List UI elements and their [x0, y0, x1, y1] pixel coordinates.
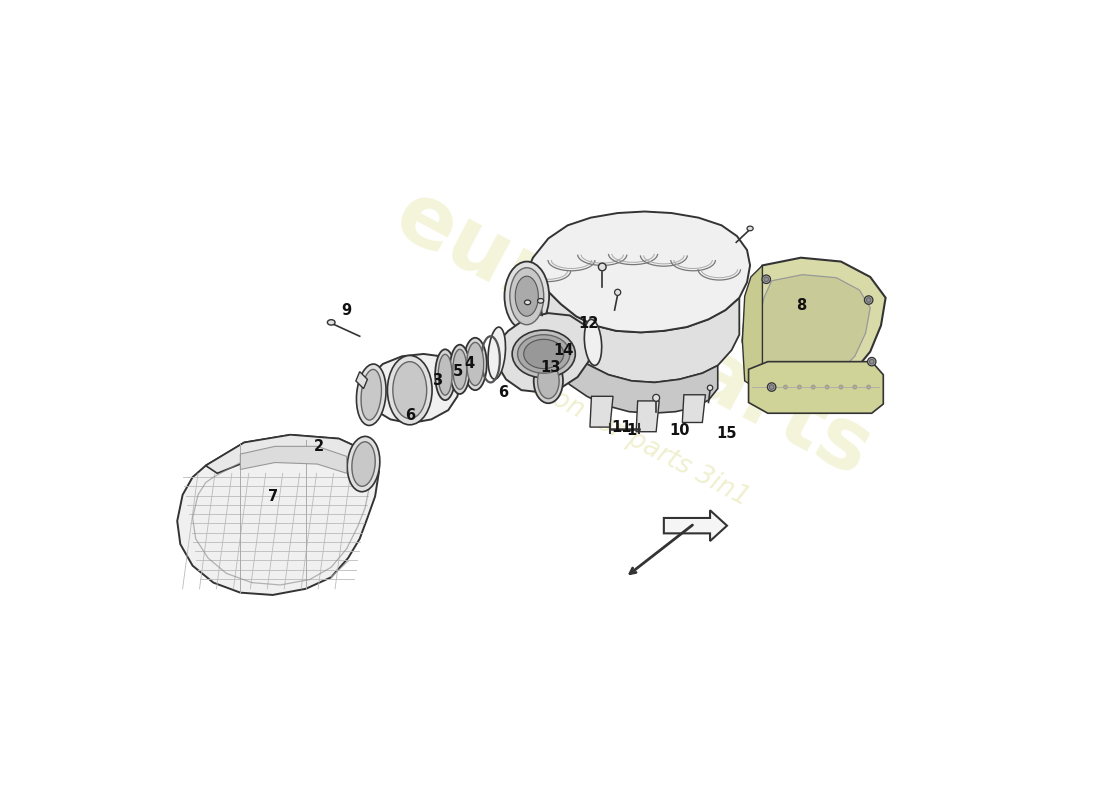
Ellipse shape — [615, 290, 620, 295]
Polygon shape — [636, 401, 659, 432]
Ellipse shape — [770, 385, 773, 389]
Ellipse shape — [438, 354, 452, 395]
Text: 5: 5 — [452, 364, 463, 379]
Polygon shape — [757, 274, 870, 387]
Ellipse shape — [538, 363, 559, 398]
Ellipse shape — [763, 277, 769, 282]
Text: 6: 6 — [498, 385, 508, 400]
Polygon shape — [664, 510, 727, 541]
Ellipse shape — [783, 385, 788, 389]
Text: eurosparts: eurosparts — [381, 174, 886, 495]
Ellipse shape — [513, 330, 575, 378]
Ellipse shape — [538, 298, 543, 303]
Polygon shape — [206, 435, 378, 474]
Ellipse shape — [387, 355, 432, 425]
Polygon shape — [522, 211, 750, 332]
Ellipse shape — [453, 350, 466, 390]
Ellipse shape — [867, 298, 871, 302]
Ellipse shape — [348, 437, 380, 492]
Polygon shape — [177, 435, 378, 595]
Ellipse shape — [865, 296, 873, 304]
Text: 13: 13 — [540, 359, 561, 374]
Text: 10: 10 — [669, 423, 690, 438]
Ellipse shape — [509, 268, 543, 325]
Text: a passion for parts 3in1: a passion for parts 3in1 — [466, 342, 754, 512]
Ellipse shape — [450, 345, 470, 394]
Ellipse shape — [762, 275, 770, 283]
Polygon shape — [365, 354, 460, 423]
Text: 15: 15 — [717, 426, 737, 441]
Text: 1: 1 — [626, 423, 637, 438]
Ellipse shape — [361, 370, 382, 420]
Ellipse shape — [352, 442, 375, 486]
Ellipse shape — [867, 385, 870, 389]
Ellipse shape — [464, 338, 486, 390]
Ellipse shape — [515, 276, 538, 316]
Ellipse shape — [328, 320, 336, 325]
Text: 14: 14 — [553, 342, 574, 358]
Text: 11: 11 — [612, 419, 631, 434]
Ellipse shape — [769, 385, 774, 390]
Ellipse shape — [393, 362, 427, 418]
Ellipse shape — [525, 300, 530, 305]
Ellipse shape — [839, 385, 843, 389]
Polygon shape — [682, 394, 705, 422]
Ellipse shape — [798, 385, 801, 389]
Ellipse shape — [812, 385, 815, 389]
Ellipse shape — [768, 383, 776, 391]
Text: 4: 4 — [464, 357, 475, 371]
Text: 6: 6 — [405, 408, 415, 423]
Ellipse shape — [505, 262, 549, 331]
Ellipse shape — [534, 358, 563, 403]
Polygon shape — [742, 258, 886, 396]
Text: 12: 12 — [579, 316, 598, 330]
Ellipse shape — [488, 327, 506, 379]
Polygon shape — [547, 290, 739, 382]
Ellipse shape — [652, 394, 660, 402]
Polygon shape — [552, 333, 717, 414]
Polygon shape — [749, 362, 883, 414]
Ellipse shape — [707, 385, 713, 390]
Ellipse shape — [524, 339, 563, 369]
Polygon shape — [495, 313, 593, 393]
Ellipse shape — [356, 364, 386, 426]
Text: 8: 8 — [795, 298, 806, 313]
Ellipse shape — [518, 334, 570, 373]
Ellipse shape — [466, 342, 484, 386]
Text: 7: 7 — [267, 489, 278, 504]
Text: 3: 3 — [431, 374, 442, 389]
Polygon shape — [356, 372, 367, 389]
Ellipse shape — [852, 385, 857, 389]
Ellipse shape — [868, 358, 876, 366]
Ellipse shape — [869, 359, 874, 364]
Ellipse shape — [747, 226, 754, 230]
Text: 9: 9 — [341, 302, 352, 318]
Polygon shape — [742, 266, 762, 393]
Text: 2: 2 — [314, 439, 324, 454]
Ellipse shape — [598, 263, 606, 270]
Ellipse shape — [436, 350, 455, 400]
Polygon shape — [590, 396, 613, 427]
Ellipse shape — [584, 319, 602, 366]
Ellipse shape — [825, 385, 829, 389]
Polygon shape — [241, 446, 346, 474]
